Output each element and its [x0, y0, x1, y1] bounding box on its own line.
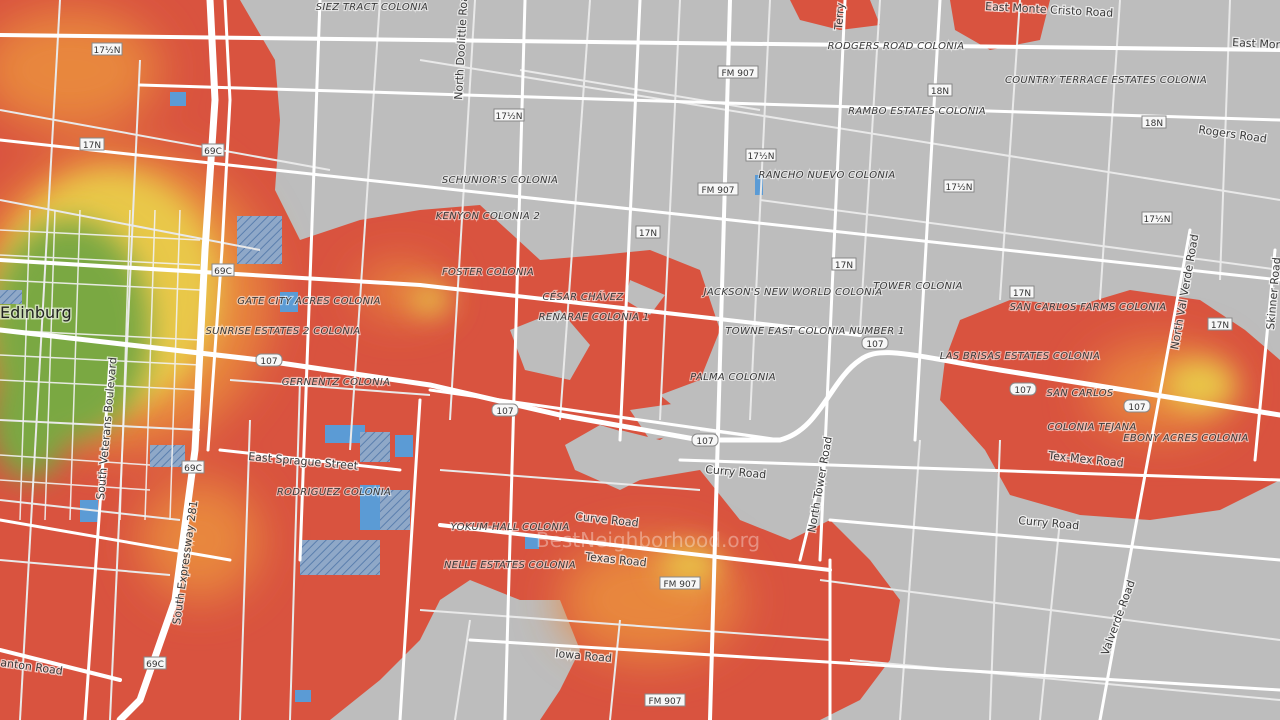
water-features — [80, 92, 763, 702]
colonia-label: SCHUNIOR'S COLONIA — [442, 175, 558, 186]
colonia-label: COUNTRY TERRACE ESTATES COLONIA — [1005, 75, 1207, 86]
svg-text:17N: 17N — [83, 141, 101, 151]
shield-69c-3: 69C — [181, 460, 205, 474]
shield-17n-3: 17N — [831, 257, 857, 271]
colonia-label: YOKUM-HALL COLONIA — [450, 522, 569, 533]
colonia-label: SIEZ TRACT COLONIA — [316, 2, 428, 13]
colonia-label: RANCHO NUEVO COLONIA — [758, 170, 895, 181]
svg-text:17N: 17N — [1211, 321, 1229, 331]
shield-17-half-n-2: 17½N — [493, 108, 525, 122]
svg-text:107: 107 — [1128, 403, 1145, 413]
colonia-label: TOWER COLONIA — [873, 281, 962, 292]
road-label: East Monte — [1232, 36, 1280, 52]
svg-text:18N: 18N — [1145, 119, 1163, 129]
shield-17-half-n: 17½N — [91, 42, 123, 56]
colonia-label: CÉSAR CHÁVEZ — [542, 290, 624, 303]
route-shields: 17½N 17N 69C 69C 69C 69C FM 907 FM 907 F… — [79, 42, 1233, 707]
colonia-label: RAMBO ESTATES COLONIA — [848, 106, 986, 117]
svg-text:17½N: 17½N — [748, 152, 775, 162]
shield-107-3: 107 — [691, 433, 719, 447]
city-label: Edinburg — [0, 303, 72, 322]
svg-text:18N: 18N — [931, 87, 949, 97]
svg-text:FM 907: FM 907 — [702, 186, 735, 196]
colonia-labels: SIEZ TRACT COLONIA RODGERS ROAD COLONIA … — [204, 1, 1249, 572]
svg-text:107: 107 — [866, 340, 883, 350]
colonia-label: JACKSON'S NEW WORLD COLONIA — [702, 287, 883, 298]
svg-text:69C: 69C — [204, 147, 222, 157]
shield-17n-2: 17N — [635, 225, 661, 239]
svg-text:17½N: 17½N — [94, 46, 121, 56]
colonia-label: SAN CARLOS — [1046, 388, 1113, 399]
svg-text:FM 907: FM 907 — [722, 69, 755, 79]
shield-17n-5: 17N — [1207, 317, 1233, 331]
shield-17-half-n-4: 17½N — [943, 179, 975, 193]
shield-17n: 17N — [79, 137, 105, 151]
shield-18n: 18N — [927, 83, 953, 97]
colonia-label: COLONIA TEJANA — [1047, 422, 1136, 433]
colonia-label: EBONY ACRES COLONIA — [1123, 433, 1248, 444]
shield-fm907-4: FM 907 — [644, 693, 686, 707]
svg-text:FM 907: FM 907 — [664, 580, 697, 590]
svg-text:17N: 17N — [1013, 289, 1031, 299]
shield-69c-2: 69C — [211, 263, 235, 277]
colonia-label: GERNENTZ COLONIA — [282, 377, 391, 388]
road-label: Iowa Road — [555, 647, 613, 665]
colonia-label: SUNRISE ESTATES 2 COLONIA — [205, 326, 360, 337]
svg-text:17N: 17N — [835, 261, 853, 271]
watermark: BestNeighborhood.org — [536, 528, 760, 552]
shield-107-4: 107 — [861, 336, 889, 350]
colonia-label: RENARAE COLONIA 1 — [539, 312, 650, 323]
shield-107-6: 107 — [1123, 399, 1151, 413]
shield-69c: 69C — [201, 143, 225, 157]
svg-text:107: 107 — [696, 437, 713, 447]
svg-text:17N: 17N — [639, 229, 657, 239]
shield-69c-4: 69C — [143, 656, 167, 670]
shield-fm907: FM 907 — [717, 65, 759, 79]
svg-text:17½N: 17½N — [946, 183, 973, 193]
colonia-label: TOWNE EAST COLONIA NUMBER 1 — [725, 326, 904, 337]
shield-107-5: 107 — [1009, 382, 1037, 396]
colonia-label: RODRIGUEZ COLONIA — [277, 487, 391, 498]
svg-text:17½N: 17½N — [1144, 215, 1171, 225]
colonia-label: RODGERS ROAD COLONIA — [828, 41, 965, 52]
svg-text:FM 907: FM 907 — [649, 697, 682, 707]
colonia-label: LAS BRISAS ESTATES COLONIA — [940, 351, 1100, 362]
svg-text:107: 107 — [1014, 386, 1031, 396]
shield-107: 107 — [255, 353, 283, 367]
colonia-label: GATE CITY ACRES COLONIA — [237, 296, 381, 307]
shield-17-half-n-3: 17½N — [745, 148, 777, 162]
svg-text:107: 107 — [260, 357, 277, 367]
colonia-label: PALMA COLONIA — [690, 372, 776, 383]
shield-fm907-3: FM 907 — [659, 576, 701, 590]
colonia-label: SAN CARLOS FARMS COLONIA — [1010, 302, 1167, 313]
shield-17n-4: 17N — [1009, 285, 1035, 299]
svg-text:69C: 69C — [146, 660, 164, 670]
svg-text:69C: 69C — [214, 267, 232, 277]
hatched-areas — [0, 216, 410, 575]
svg-text:17½N: 17½N — [496, 112, 523, 122]
colonia-label: KENYON COLONIA 2 — [436, 211, 540, 222]
shield-fm907-2: FM 907 — [697, 182, 739, 196]
svg-text:107: 107 — [496, 407, 513, 417]
shield-107-2: 107 — [491, 403, 519, 417]
shield-17-half-n-5: 17½N — [1141, 211, 1173, 225]
svg-text:69C: 69C — [184, 464, 202, 474]
shield-18n-2: 18N — [1141, 115, 1167, 129]
colonia-label: NELLE ESTATES COLONIA — [444, 560, 576, 571]
colonia-label: FOSTER COLONIA — [442, 267, 534, 278]
